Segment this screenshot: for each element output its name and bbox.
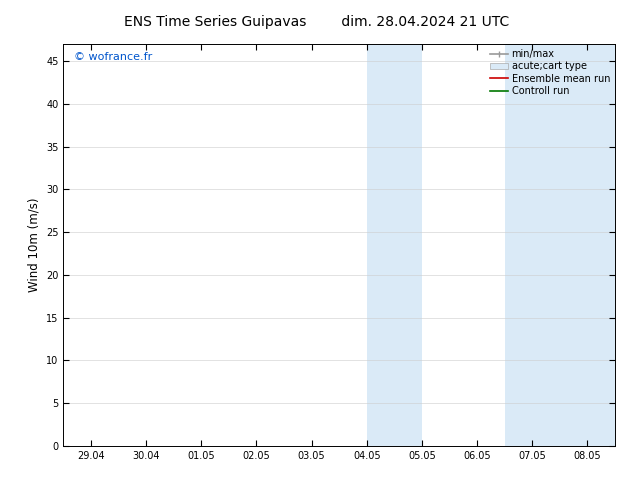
Y-axis label: Wind 10m (m/s): Wind 10m (m/s) xyxy=(27,198,41,292)
Text: ENS Time Series Guipavas        dim. 28.04.2024 21 UTC: ENS Time Series Guipavas dim. 28.04.2024… xyxy=(124,15,510,29)
Legend: min/max, acute;cart type, Ensemble mean run, Controll run: min/max, acute;cart type, Ensemble mean … xyxy=(488,47,612,98)
Bar xyxy=(505,44,615,446)
Bar xyxy=(366,44,422,446)
Text: © wofrance.fr: © wofrance.fr xyxy=(74,52,153,62)
